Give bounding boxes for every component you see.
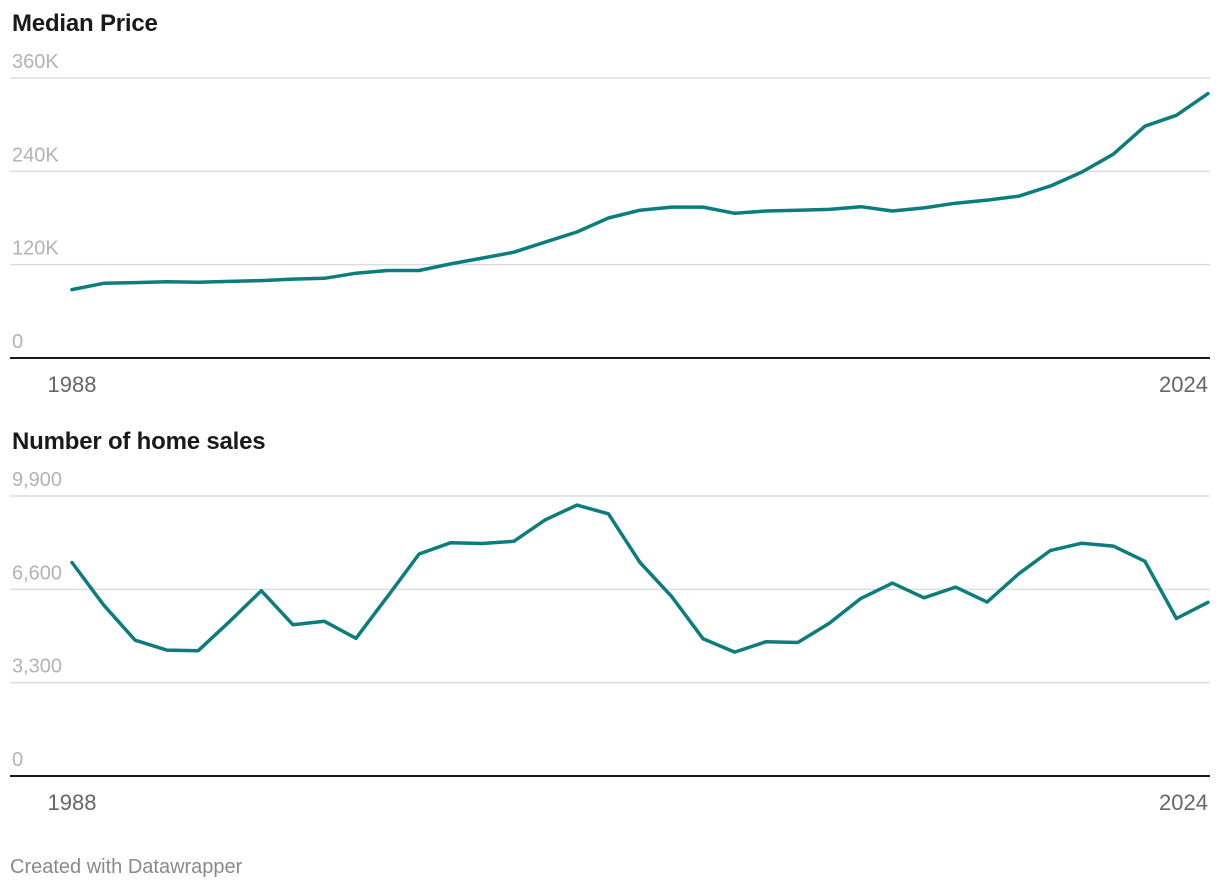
y-tick-label: 6,600: [12, 562, 62, 584]
y-tick-label: 0: [12, 331, 23, 353]
x-tick-label: 2024: [1159, 372, 1208, 397]
series-line: [70, 91, 1210, 292]
y-tick-label: 240K: [12, 144, 59, 166]
chart-title-median-price: Median Price: [12, 10, 158, 37]
y-tick-label: 3,300: [12, 656, 62, 678]
series-line: [70, 503, 1210, 654]
footer-credit: Created with Datawrapper: [10, 856, 243, 878]
home-sales-chart: 0 3,300 6,600 9,900 1988 2024: [10, 469, 1210, 815]
y-tick-label: 0: [12, 749, 23, 771]
chart-title-home-sales: Number of home sales: [12, 428, 266, 455]
y-tick-label: 120K: [12, 238, 59, 260]
x-tick-label: 2024: [1159, 790, 1208, 815]
y-tick-label: 360K: [12, 51, 59, 73]
x-tick-label: 1988: [48, 790, 97, 815]
x-tick-label: 1988: [48, 372, 97, 397]
y-tick-label: 9,900: [12, 469, 62, 491]
median-price-chart: 0 120K 240K 360K 1988 2024: [10, 51, 1210, 397]
